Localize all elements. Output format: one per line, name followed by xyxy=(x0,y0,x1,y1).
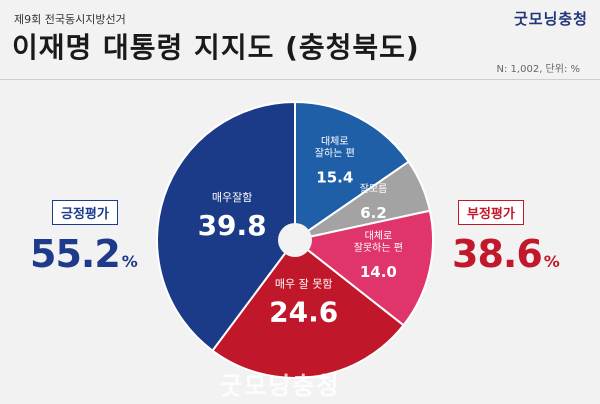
slice-value: 39.8 xyxy=(198,209,267,242)
slice-label: 대체로 xyxy=(321,135,349,147)
slice-value: 15.4 xyxy=(316,168,353,186)
positive-label: 긍정평가 xyxy=(52,200,118,225)
sample-info: N: 1,002, 단위: % xyxy=(496,64,580,75)
pie-slice xyxy=(156,100,296,353)
slice-value: 24.6 xyxy=(269,296,338,329)
slice-label: 대체로 xyxy=(365,230,393,242)
positive-total: 55.2% xyxy=(30,232,138,276)
slice-value: 6.2 xyxy=(360,204,387,222)
slice-label: 잘모름 xyxy=(360,183,388,195)
slice-label: 매우 잘 못함 xyxy=(275,278,333,291)
slice-label: 잘못하는 편 xyxy=(354,241,403,254)
positive-unit: % xyxy=(121,252,138,271)
negative-unit: % xyxy=(543,252,560,271)
positive-value: 55.2 xyxy=(30,232,121,276)
negative-total: 38.6% xyxy=(452,232,560,276)
slice-label: 매우잘함 xyxy=(212,191,252,204)
election-subtitle: 제9회 전국동시지방선거 xyxy=(14,13,126,26)
pie-slice xyxy=(211,238,405,379)
pie-slice xyxy=(292,209,434,327)
divider xyxy=(0,79,600,80)
negative-value: 38.6 xyxy=(452,232,543,276)
page-title: 이재명 대통령 지지도 (충청북도) xyxy=(12,31,420,64)
brand-logo: 굿모닝충청 xyxy=(513,10,588,28)
pie-center-hole xyxy=(278,223,312,257)
negative-label: 부정평가 xyxy=(458,200,524,225)
slice-label: 잘하는 편 xyxy=(315,146,355,159)
watermark: 굿모닝충청 xyxy=(220,372,341,400)
pie-slice xyxy=(294,100,411,242)
slice-value: 14.0 xyxy=(360,263,397,281)
